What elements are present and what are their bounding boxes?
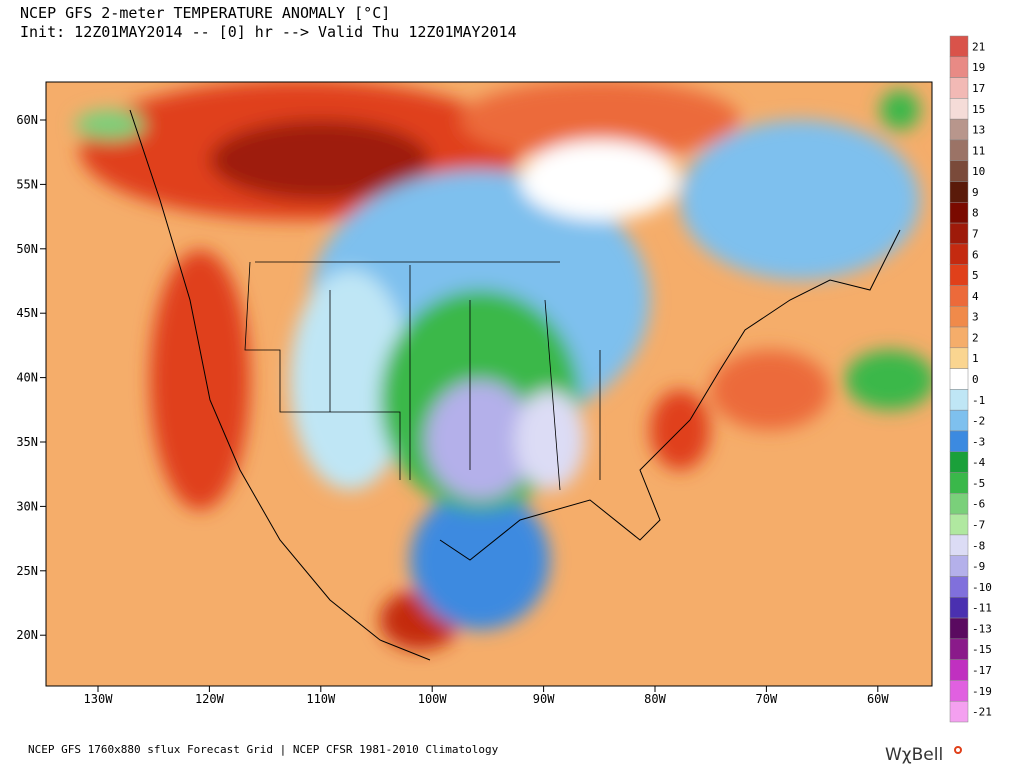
colorbar-bin — [949, 98, 969, 120]
colorbar-label: -6 — [972, 498, 985, 511]
colorbar-label: -1 — [972, 394, 985, 407]
colorbar-label: 21 — [972, 40, 985, 53]
colorbar-label: -17 — [972, 664, 992, 677]
colorbar-label: -21 — [972, 706, 992, 719]
colorbar-bin — [949, 659, 969, 681]
colorbar-bin — [949, 285, 969, 307]
colorbar-bin — [949, 56, 969, 78]
colorbar-bin — [949, 368, 969, 390]
colorbar-label: -10 — [972, 581, 992, 594]
lat-label: 35N — [16, 435, 38, 449]
lon-label: 130W — [84, 692, 114, 706]
lon-label: 80W — [644, 692, 666, 706]
lat-label: 20N — [16, 628, 38, 642]
colorbar-bin — [949, 202, 969, 224]
colorbar-label: -5 — [972, 477, 985, 490]
logo-dot — [954, 746, 962, 754]
colorbar-bin — [949, 430, 969, 453]
colorbar-bin — [949, 597, 969, 619]
colorbar-label: 10 — [972, 165, 985, 178]
colorbar-bin — [949, 680, 969, 702]
colorbar-bin — [949, 451, 969, 473]
colorbar-label: -2 — [972, 415, 985, 428]
colorbar-label: 11 — [972, 144, 985, 157]
lat-label: 45N — [16, 306, 38, 320]
lat-label: 30N — [16, 499, 38, 513]
lon-label: 100W — [418, 692, 448, 706]
colorbar-label: -19 — [972, 685, 992, 698]
colorbar-bin — [949, 638, 969, 660]
colorbar-bin — [949, 139, 969, 161]
logo: WχBell — [885, 745, 943, 765]
map-field — [46, 82, 932, 686]
colorbar-bin — [949, 77, 969, 99]
colorbar-label: 1 — [972, 352, 979, 365]
colorbar-label: -15 — [972, 643, 992, 656]
lon-label: 70W — [756, 692, 778, 706]
colorbar-bin — [949, 181, 969, 203]
colorbar-label: 15 — [972, 103, 985, 116]
colorbar-bin — [949, 472, 969, 494]
colorbar-bin — [949, 389, 969, 411]
colorbar-label: 8 — [972, 207, 979, 220]
lon-label: 60W — [867, 692, 889, 706]
colorbar-label: 2 — [972, 331, 979, 344]
subtitle: Init: 12Z01MAY2014 -- [0] hr --> Valid T… — [20, 23, 517, 41]
colorbar-label: -13 — [972, 622, 992, 635]
colorbar-bin — [949, 264, 969, 286]
colorbar-label: -9 — [972, 560, 985, 573]
colorbar-label: 0 — [972, 373, 979, 386]
colorbar-label: -11 — [972, 602, 992, 615]
lat-axis: 60N 55N 50N 45N 40N 35N 30N 25N 20N — [16, 113, 46, 642]
lon-axis: 130W 120W 110W 100W 90W 80W 70W 60W — [84, 686, 889, 706]
colorbar: 211917151311109876543210-1-2-3-4-5-6-7-8… — [949, 35, 992, 723]
colorbar-bin — [949, 222, 969, 245]
lon-label: 120W — [195, 692, 225, 706]
colorbar-bin — [949, 617, 969, 640]
colorbar-label: 4 — [972, 290, 979, 303]
footer-text: NCEP GFS 1760x880 sflux Forecast Grid | … — [28, 743, 499, 756]
colorbar-bin — [949, 576, 969, 598]
map-frame — [45, 81, 933, 687]
colorbar-label: 5 — [972, 269, 979, 282]
colorbar-bin — [949, 555, 969, 577]
colorbar-label: -8 — [972, 539, 985, 552]
colorbar-label: 17 — [972, 82, 985, 95]
colorbar-bin — [949, 305, 969, 328]
colorbar-bin — [949, 493, 969, 515]
colorbar-bin — [949, 409, 969, 432]
colorbar-bin — [949, 513, 969, 536]
colorbar-label: 19 — [972, 61, 985, 74]
lon-label: 90W — [533, 692, 555, 706]
lon-label: 110W — [306, 692, 336, 706]
colorbar-bin — [949, 700, 969, 723]
lat-label: 55N — [16, 177, 38, 191]
lat-label: 50N — [16, 242, 38, 256]
colorbar-bin — [949, 35, 969, 58]
title: NCEP GFS 2-meter TEMPERATURE ANOMALY [°C… — [20, 4, 390, 22]
colorbar-bin — [949, 118, 969, 141]
lat-label: 25N — [16, 564, 38, 578]
colorbar-label: -4 — [972, 456, 986, 469]
colorbar-label: 7 — [972, 227, 979, 240]
lat-label: 40N — [16, 371, 38, 385]
colorbar-label: -7 — [972, 519, 985, 532]
colorbar-bin — [949, 160, 969, 182]
colorbar-label: 6 — [972, 248, 979, 261]
colorbar-label: 9 — [972, 186, 979, 199]
colorbar-bin — [949, 534, 969, 556]
colorbar-label: -3 — [972, 435, 985, 448]
colorbar-label: 3 — [972, 311, 979, 324]
colorbar-bin — [949, 243, 969, 265]
colorbar-bin — [949, 347, 969, 369]
colorbar-bin — [949, 326, 969, 349]
lat-label: 60N — [16, 113, 38, 127]
colorbar-label: 13 — [972, 124, 985, 137]
